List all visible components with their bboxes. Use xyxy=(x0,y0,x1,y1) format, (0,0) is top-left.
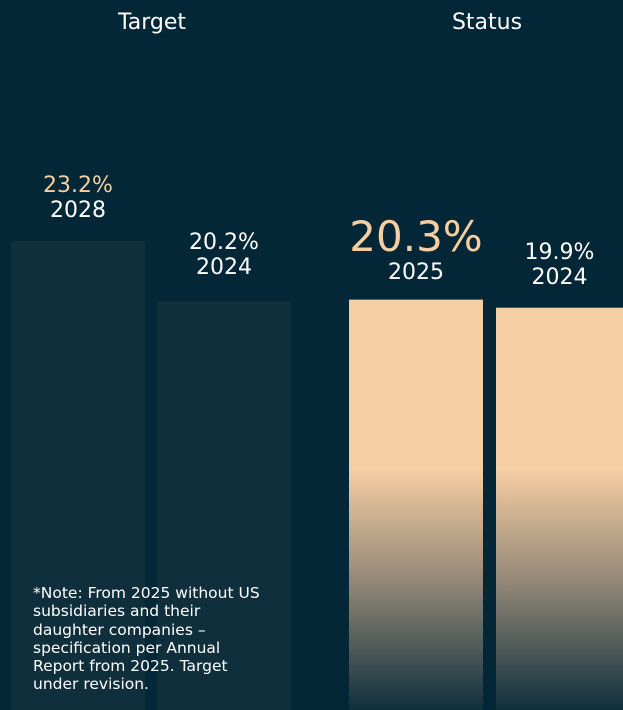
year-label: 2024 xyxy=(531,265,588,290)
bar-target-2024 xyxy=(157,301,291,710)
bar-label-status-2024: 19.9% 2024 xyxy=(476,240,623,291)
footnote: *Note: From 2025 without US subsidiaries… xyxy=(33,584,260,694)
bar-label-status-2025: 20.3% 2025 xyxy=(329,211,503,285)
bar-label-target-2024: 20.2% 2024 xyxy=(137,230,311,281)
status-heading: Status xyxy=(451,10,523,35)
bar-target-2028 xyxy=(11,241,145,710)
value-label: 20.3% xyxy=(349,211,483,261)
year-label: 2024 xyxy=(196,254,252,280)
bar-status-2025 xyxy=(349,299,483,710)
value-label: 19.9% xyxy=(524,239,595,265)
value-label: 20.2% xyxy=(189,229,259,255)
bar-status-2024 xyxy=(496,307,623,710)
target-heading: Target xyxy=(117,10,187,35)
year-label: 2028 xyxy=(50,198,106,224)
year-label: 2025 xyxy=(388,259,444,285)
value-label: 23.2% xyxy=(43,173,113,198)
bar-label-target-2028: 23.2% 2028 xyxy=(0,173,165,224)
